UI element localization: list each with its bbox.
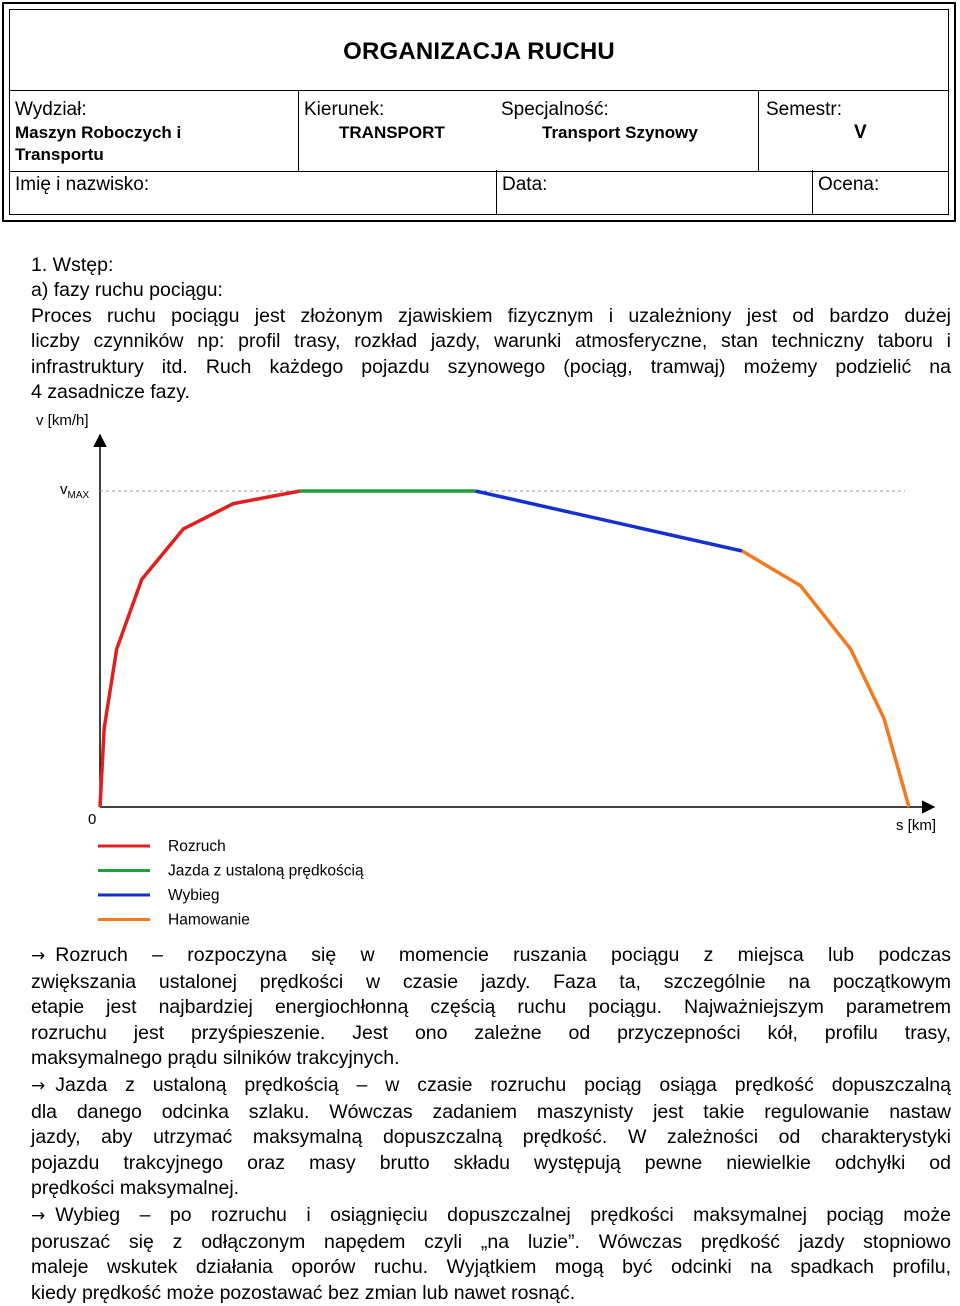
kierunek-label: Kierunek:	[304, 99, 385, 120]
cell-wydzial: Wydział: Maszyn Roboczych i Transportu	[10, 91, 298, 171]
imie-label: Imię i nazwisko:	[15, 174, 150, 195]
specjalnosc-value: Transport Szynowy	[542, 123, 698, 142]
bullet-line: kiedy prędkość może pozostawać bez zmian…	[31, 1281, 576, 1304]
bullet-wybieg: → Wybieg – po rozruchu i osiągnięciu dopu…	[31, 1203, 951, 1306]
series-layer	[98, 489, 911, 808]
vmax-label-sub: MAX	[68, 490, 90, 501]
legend-label-2: Wybieg	[168, 887, 220, 904]
wydzial-label: Wydział:	[15, 99, 87, 120]
bullet-line: prędkości maksymalnej.	[31, 1177, 240, 1200]
kierunek-value: TRANSPORT	[339, 123, 445, 142]
bullet-line: etapie jest najbardziej energiochłonną c…	[31, 996, 951, 1019]
wydzial-value-line2: Transportu	[15, 145, 104, 164]
arrow-right-icon: →	[31, 946, 46, 966]
bullet-rozruch: → Rozruch – rozpoczyna się w momencie rus…	[31, 943, 951, 1072]
legend: Rozruch Jazda z ustaloną prędkością Wybieg…	[98, 838, 364, 929]
chart-axes	[93, 433, 936, 814]
bullet-line: → Wybieg – po rozruchu i osiągnięciu dopu…	[31, 1203, 951, 1230]
intro-line: infrastruktury itd. Ruch każdego pojazdu…	[31, 356, 951, 378]
divider	[812, 170, 813, 214]
semestr-value: V	[854, 122, 867, 143]
legend-label-3: Hamowanie	[168, 912, 250, 929]
cell-kierunek: Kierunek: TRANSPORT	[298, 91, 497, 171]
bullet-line: → Rozruch – rozpoczyna się w momencie rus…	[31, 943, 951, 970]
series-line-3	[741, 549, 911, 808]
speed-distance-chart: v [km/h] s [km] 0 vMAX Rozruch Jazda z us…	[36, 412, 936, 929]
series-line-2	[474, 489, 743, 553]
legend-label-0: Rozruch	[168, 838, 226, 855]
y-axis-label: v [km/h]	[36, 412, 89, 429]
bullet-line: → Jazda z ustaloną prędkością – w czasie …	[31, 1073, 951, 1100]
section-heading: 1. Wstęp:	[31, 254, 114, 276]
intro-line: 4 zasadnicze fazy.	[31, 381, 190, 403]
specjalnosc-label: Specjalność:	[501, 99, 609, 120]
subsection-heading: a) fazy ruchu pociągu:	[31, 279, 223, 301]
wydzial-value-line1: Maszyn Roboczych i	[15, 123, 182, 142]
cell-specjalnosc: Specjalność: Transport Szynowy	[496, 91, 758, 171]
bullet-text: Jazda z ustaloną prędkością – w czasie r…	[55, 1074, 951, 1096]
intro-line: Proces ruchu pociągu jest złożonym zjawi…	[31, 305, 951, 327]
bullet-line: poruszać się z odłączonym napędem czyli …	[31, 1230, 951, 1253]
header-table: ORGANIZACJA RUCHU Wydział: Maszyn Robocz…	[2, 2, 956, 222]
x-axis-label: s [km]	[896, 817, 936, 834]
divider	[496, 170, 497, 214]
arrow-right-icon: →	[31, 1206, 46, 1226]
bullet-text: Rozruch – rozpoczyna się w momencie rusz…	[55, 944, 951, 966]
bullet-line: maksymalnego prądu silników trakcyjnych.	[31, 1047, 400, 1070]
header-row-study-info: Wydział: Maszyn Roboczych i Transportu K…	[10, 90, 948, 172]
bullet-line: dla danego odcinka szlaku. Wówczas zadan…	[31, 1100, 951, 1123]
bullet-line: pojazdu trakcyjnego oraz masy brutto skł…	[31, 1151, 951, 1174]
vmax-label-main: v	[60, 481, 68, 498]
bullet-line: zwiększania ustalonej prędkości w czasie…	[31, 970, 951, 993]
origin-label: 0	[88, 811, 96, 828]
data-label: Data:	[502, 174, 548, 195]
bullet-text: Wybieg – po rozruchu i osiągnięciu dopus…	[55, 1204, 951, 1226]
bullet-line: maleje wskutek działania oporów ruchu. W…	[31, 1256, 951, 1279]
header-row-student: Imię i nazwisko: Data: Ocena:	[10, 170, 948, 214]
cell-semestr: Semestr: V	[758, 91, 948, 171]
bullet-line: rozruchu jest przyśpieszenie. Jest ono z…	[31, 1021, 951, 1044]
document-title: ORGANIZACJA RUCHU	[343, 38, 615, 65]
ocena-label: Ocena:	[818, 174, 880, 195]
series-line-0	[98, 489, 301, 808]
bullet-line: jazdy, aby utrzymać maksymalną dopuszcza…	[31, 1126, 951, 1149]
bullet-jazda: → Jazda z ustaloną prędkością – w czasie …	[31, 1073, 951, 1202]
arrow-right-icon: →	[31, 1076, 46, 1096]
intro-line: liczby czynników np: profil trasy, rozkł…	[31, 330, 951, 352]
vmax-label: vMAX	[60, 481, 90, 501]
semestr-label: Semestr:	[766, 99, 843, 120]
legend-label-1: Jazda z ustaloną prędkością	[168, 863, 364, 880]
header-inner-border: ORGANIZACJA RUCHU Wydział: Maszyn Robocz…	[9, 9, 949, 215]
